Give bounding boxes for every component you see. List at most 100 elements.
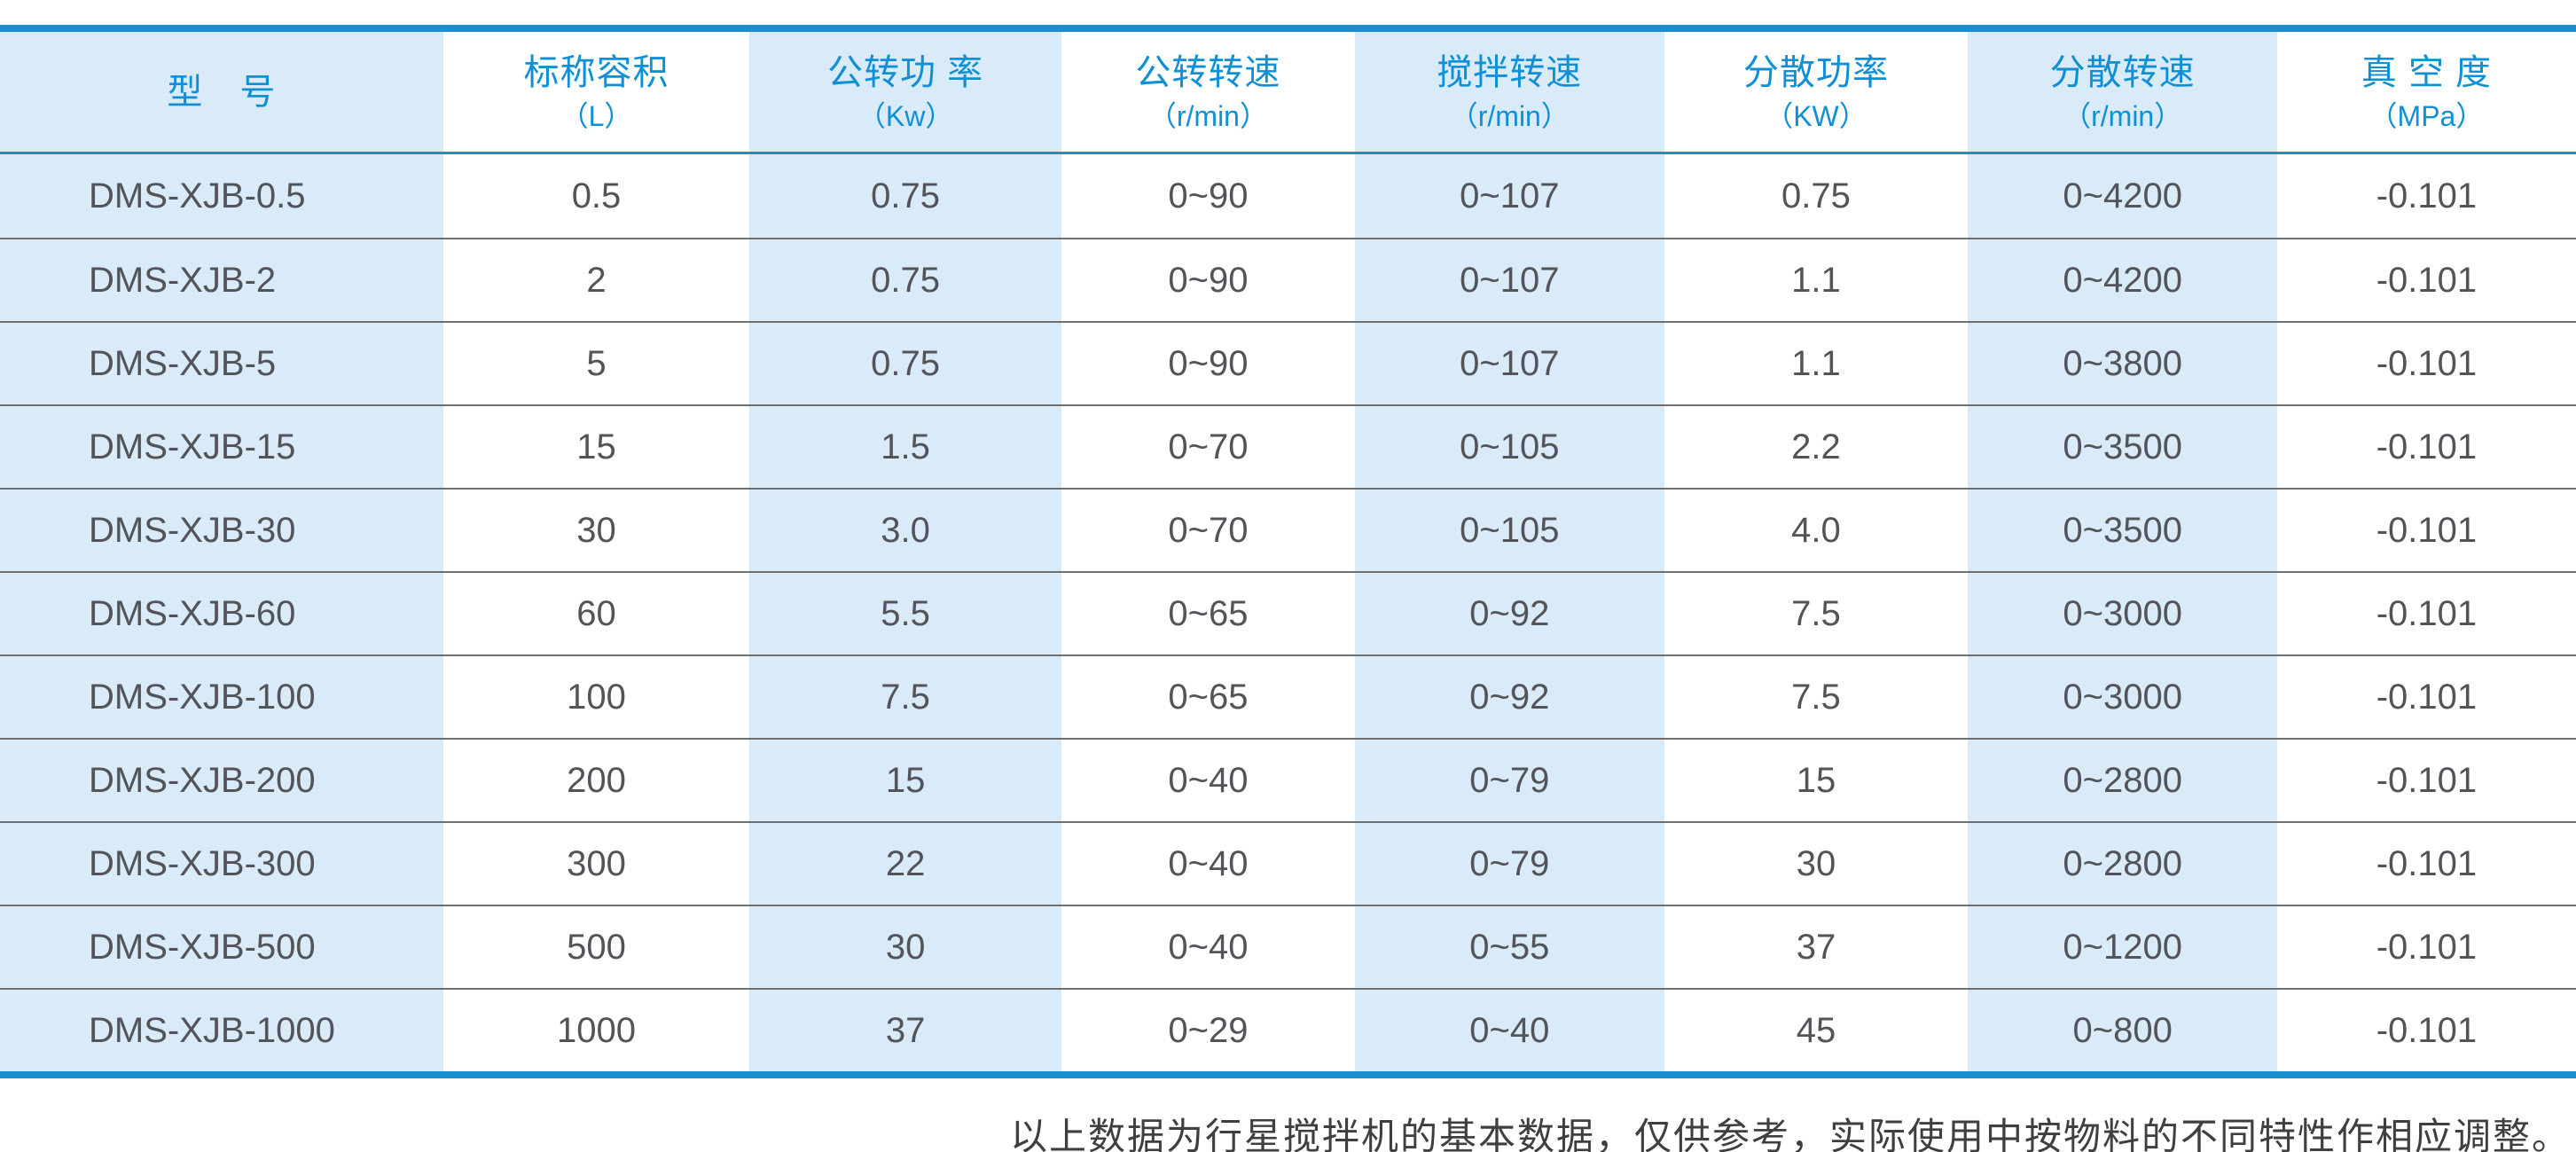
header-unit: （KW） — [1765, 99, 1867, 132]
header-title: 分散功率 — [1742, 52, 1889, 92]
bottom-border-bar — [0, 1071, 2576, 1078]
value-cell: 0~70 — [1061, 404, 1355, 488]
value-cell: 0~3000 — [1968, 571, 2277, 654]
value-cell: 0.75 — [749, 321, 1061, 404]
model-cell: DMS-XJB-60 — [0, 571, 443, 654]
value-cell: 0~107 — [1355, 154, 1664, 238]
value-cell: 0~3500 — [1968, 404, 2277, 488]
model-cell: DMS-XJB-15 — [0, 404, 443, 488]
value-cell: 0~4200 — [1968, 154, 2277, 238]
header-title: 真 空 度 — [2361, 52, 2493, 92]
header-unit: （Kw） — [857, 99, 954, 132]
value-cell: -0.101 — [2276, 821, 2576, 905]
table-row: DMS-XJB-200 200 15 0~40 0~79 15 0~2800 -0.101 — [0, 738, 2576, 821]
value-cell: 0~70 — [1061, 488, 1355, 571]
value-cell: 0~107 — [1355, 321, 1664, 404]
top-border-bar — [0, 25, 2576, 32]
value-cell: 0~2800 — [1968, 821, 2277, 905]
value-cell: 2.2 — [1664, 404, 1969, 488]
value-cell: -0.101 — [2376, 176, 2478, 216]
header-cell: 分散功率 （KW） — [1664, 32, 1969, 152]
value-cell: 0~90 — [1168, 176, 1249, 216]
value-cell: 0~90 — [1061, 321, 1355, 404]
value-cell: 1000 — [442, 988, 750, 1071]
value-cell: 0~29 — [1061, 988, 1355, 1071]
table-row: DMS-XJB-15 15 1.5 0~70 0~105 2.2 0~3500 -0.101 — [0, 404, 2576, 488]
value-cell: 0.75 — [749, 154, 1061, 238]
model-cell: DMS-XJB-1000 — [0, 988, 443, 1071]
value-cell: 0~105 — [1355, 404, 1664, 488]
value-cell: 0~55 — [1355, 905, 1664, 988]
top-margin — [0, 0, 2576, 25]
value-cell: 0~1200 — [1968, 905, 2277, 988]
value-cell: 15 — [749, 738, 1061, 821]
header-title: 公转转速 — [1135, 52, 1281, 92]
value-cell: 0~40 — [1061, 905, 1355, 988]
value-cell: 0.75 — [1781, 176, 1851, 216]
header-cell: 公转功 率 （Kw） — [749, 32, 1061, 152]
model-cell: DMS-XJB-5 — [0, 321, 443, 404]
value-cell: 0~105 — [1355, 488, 1664, 571]
value-cell: 0~3000 — [1968, 654, 2277, 738]
spec-table: 型 号 标称容积 （L） 公转功 率 （Kw） 公转转速 （r/min） 搅拌转速 （r/min… — [0, 32, 2576, 1071]
value-cell: 0~40 — [1355, 988, 1664, 1071]
value-cell: 3.0 — [749, 488, 1061, 571]
value-cell: 0~40 — [1061, 821, 1355, 905]
value-cell: 1.1 — [1664, 321, 1969, 404]
table-row: DMS-XJB-100 100 7.5 0~65 0~92 7.5 0~3000 -0.101 — [0, 654, 2576, 738]
table-row: DMS-XJB-300 300 22 0~40 0~79 30 0~2800 -0.101 — [0, 821, 2576, 905]
value-cell: -0.101 — [2276, 321, 2576, 404]
value-cell: 0~92 — [1355, 571, 1664, 654]
value-cell: 200 — [442, 738, 750, 821]
header-unit: （r/min） — [1449, 99, 1570, 132]
table-row: DMS-XJB-500 500 30 0~40 0~55 37 0~1200 -0.101 — [0, 905, 2576, 988]
value-cell: 0~65 — [1061, 571, 1355, 654]
value-cell: 30 — [749, 905, 1061, 988]
value-cell: 0~4200 — [1968, 238, 2277, 321]
value-cell: 0~800 — [1968, 988, 2277, 1071]
header-cell: 型 号 — [0, 32, 443, 152]
value-cell: 0~79 — [1355, 821, 1664, 905]
footnote: 以上数据为行星搅拌机的基本数据，仅供参考，实际使用中按物料的不同特性作相应调整。 — [1009, 1115, 2571, 1152]
value-cell: 0~92 — [1355, 654, 1664, 738]
header-title: 搅拌转速 — [1437, 52, 1583, 92]
value-cell: 100 — [442, 654, 750, 738]
model-cell: DMS-XJB-300 — [0, 821, 443, 905]
model-cell: DMS-XJB-500 — [0, 905, 443, 988]
value-cell: 30 — [442, 488, 750, 571]
model-cell: DMS-XJB-2 — [0, 238, 443, 321]
value-cell: 7.5 — [1664, 571, 1969, 654]
value-cell: 30 — [1664, 821, 1969, 905]
value-cell: 0~79 — [1355, 738, 1664, 821]
model-cell: DMS-XJB-0.5 — [0, 154, 443, 238]
header-unit: （L） — [560, 99, 633, 132]
table-row: DMS-XJB-5 5 0.75 0~90 0~107 1.1 0~3800 -0.101 — [0, 321, 2576, 404]
model-cell: DMS-XJB-100 — [0, 654, 443, 738]
value-cell: 4.0 — [1664, 488, 1969, 571]
value-cell: 1.5 — [749, 404, 1061, 488]
table-row: DMS-XJB-0.5 0.5 0.75 0~90 0~107 0.75 0~4200 -0.… — [0, 154, 2576, 238]
value-cell: 0~2800 — [1968, 738, 2277, 821]
value-cell: 2 — [442, 238, 750, 321]
model-cell: DMS-XJB-200 — [0, 738, 443, 821]
value-cell: 300 — [442, 821, 750, 905]
value-cell: 7.5 — [1664, 654, 1969, 738]
header-cell: 搅拌转速 （r/min） — [1355, 32, 1664, 152]
value-cell: 5.5 — [749, 571, 1061, 654]
value-cell: 500 — [442, 905, 750, 988]
value-cell: 15 — [442, 404, 750, 488]
value-cell: -0.101 — [2276, 571, 2576, 654]
value-cell: 60 — [442, 571, 750, 654]
table-row: DMS-XJB-2 2 0.75 0~90 0~107 1.1 0~4200 -0.101 — [0, 238, 2576, 321]
value-cell: -0.101 — [2276, 654, 2576, 738]
header-unit: （r/min） — [2063, 99, 2183, 132]
value-cell: -0.101 — [2276, 988, 2576, 1071]
value-cell: 37 — [1664, 905, 1969, 988]
value-cell: 0~3500 — [1968, 488, 2277, 571]
model-cell: DMS-XJB-30 — [0, 488, 443, 571]
header-unit: （MPa） — [2369, 99, 2485, 132]
value-cell: -0.101 — [2276, 488, 2576, 571]
value-cell: 0.75 — [749, 238, 1061, 321]
value-cell: -0.101 — [2276, 404, 2576, 488]
value-cell: 5 — [442, 321, 750, 404]
